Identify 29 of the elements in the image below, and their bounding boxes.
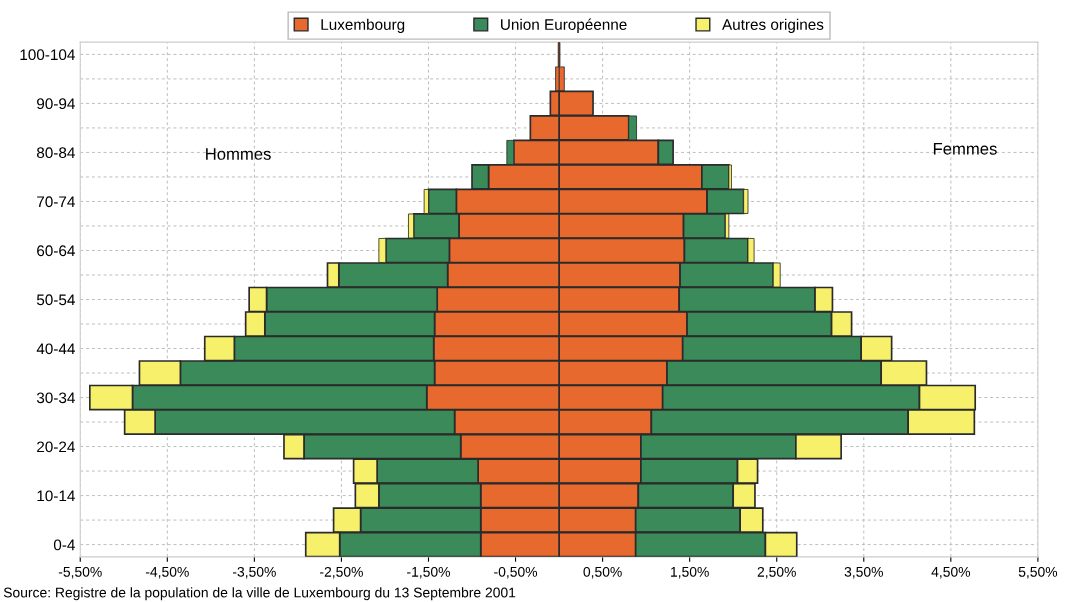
x-tick-label: -4,50% bbox=[145, 566, 189, 579]
y-tick-label: 10-14 bbox=[37, 490, 75, 502]
x-tick-label: -5,50% bbox=[58, 566, 102, 579]
x-tick-label: 4,50% bbox=[931, 566, 971, 579]
source-note: Source: Registre de la population de la ville de Luxembourg du 13 Septembre 2001 bbox=[3, 587, 516, 601]
y-tick-label: 0-4 bbox=[53, 539, 75, 551]
legend-label: Luxembourg bbox=[321, 18, 405, 33]
x-tick-label: 1,50% bbox=[671, 566, 709, 579]
y-tick-label: 100-104 bbox=[20, 49, 75, 61]
x-tick-label: -1,50% bbox=[407, 566, 450, 579]
y-tick-label: 50-54 bbox=[36, 294, 75, 306]
x-tick-label: 2,50% bbox=[757, 566, 796, 579]
y-tick-label: 40-44 bbox=[36, 343, 75, 355]
y-tick-label: 80-84 bbox=[36, 147, 75, 159]
y-tick-label: 90-94 bbox=[37, 98, 75, 110]
x-tick-label: 3,50% bbox=[844, 566, 883, 579]
annotation: Femmes bbox=[933, 143, 997, 155]
y-tick-label: 60-64 bbox=[37, 245, 75, 257]
x-tick-label: 0,50% bbox=[583, 566, 622, 579]
legend-label: Union Européenne bbox=[501, 18, 627, 33]
y-tick-label: 20-24 bbox=[37, 441, 75, 453]
y-tick-label: 30-34 bbox=[36, 392, 75, 404]
annotation: Hommes bbox=[206, 148, 271, 160]
legend-label: Autres origines bbox=[722, 18, 824, 33]
x-tick-label: -3,50% bbox=[232, 566, 276, 579]
x-tick-label: -0,50% bbox=[494, 566, 538, 579]
y-tick-label: 70-74 bbox=[37, 196, 75, 208]
x-tick-label: 5,50% bbox=[1018, 566, 1058, 579]
x-tick-label: -2,50% bbox=[320, 566, 363, 579]
